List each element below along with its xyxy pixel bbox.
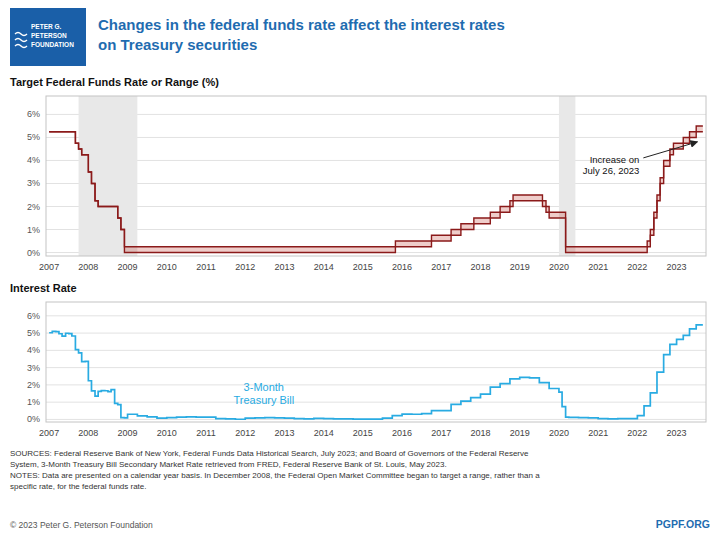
page: PETER G. PETERSON FOUNDATION Changes in the… xyxy=(0,0,720,540)
x-tick-label: 2023 xyxy=(667,262,687,272)
step-line xyxy=(49,132,703,253)
y-tick-label: 3% xyxy=(27,178,40,188)
x-tick-label: 2015 xyxy=(353,262,373,272)
x-tick-label: 2015 xyxy=(353,428,373,438)
logo-icon xyxy=(15,33,27,48)
step-line xyxy=(49,325,703,419)
series-label: 3-MonthTreasury Bill xyxy=(233,381,294,406)
logo-box xyxy=(10,8,86,66)
y-tick-label: 5% xyxy=(27,328,40,338)
y-tick-label: 6% xyxy=(27,109,40,119)
x-tick-label: 2007 xyxy=(39,428,59,438)
x-tick-label: 2019 xyxy=(510,428,530,438)
y-tick-label: 0% xyxy=(27,248,40,258)
plot-frame xyxy=(46,96,706,256)
x-tick-label: 2019 xyxy=(510,262,530,272)
grid-line xyxy=(46,384,706,385)
grid-line xyxy=(46,229,706,230)
text-line: System, 3-Month Treasury Bill Secondary … xyxy=(10,460,447,469)
grid-line xyxy=(46,183,706,184)
text-line: NOTES: Data are presented on a calendar … xyxy=(10,471,540,480)
text-line: PETER G. xyxy=(31,23,62,30)
y-tick-label: 2% xyxy=(27,202,40,212)
x-tick-label: 2013 xyxy=(274,262,294,272)
grid-line xyxy=(46,402,706,403)
annotation: Increase onJuly 26, 2023 xyxy=(583,154,640,176)
x-tick-label: 2018 xyxy=(470,262,490,272)
x-tick-label: 2012 xyxy=(235,262,255,272)
x-tick-label: 2014 xyxy=(314,428,334,438)
step-line xyxy=(49,126,703,247)
x-tick-label: 2011 xyxy=(196,262,215,272)
text-line: SOURCES: Federal Reserve Bank of New Yor… xyxy=(10,449,529,458)
x-tick-label: 2008 xyxy=(78,262,98,272)
y-tick-label: 1% xyxy=(27,397,40,407)
x-tick-label: 2014 xyxy=(314,262,334,272)
x-tick-label: 2013 xyxy=(274,428,294,438)
grid-line xyxy=(46,206,706,207)
text-line: FOUNDATION xyxy=(31,41,74,48)
x-tick-label: 2007 xyxy=(39,262,59,272)
grid-line xyxy=(46,367,706,368)
x-tick-label: 2011 xyxy=(196,428,215,438)
annotation-arrow xyxy=(643,142,697,158)
y-tick-label: 4% xyxy=(27,155,40,165)
x-tick-label: 2010 xyxy=(157,262,177,272)
x-tick-label: 2017 xyxy=(431,262,451,272)
grid-line xyxy=(46,333,706,334)
text-line: Changes in the federal funds rate affect… xyxy=(98,16,505,33)
x-tick-label: 2010 xyxy=(157,428,177,438)
y-tick-label: 1% xyxy=(27,225,40,235)
grid-line xyxy=(46,315,706,316)
x-tick-label: 2009 xyxy=(118,262,138,272)
x-tick-label: 2022 xyxy=(627,428,647,438)
logo-text: PETER G. PETERSON FOUNDATION xyxy=(31,23,74,48)
panel: Interest Rate 0% 1% 2% 3% 4% 5% 6% 2007 2008 2009 2… xyxy=(10,282,706,438)
notes: SOURCES: Federal Reserve Bank of New Yor… xyxy=(10,449,540,491)
x-tick-label: 2012 xyxy=(235,428,255,438)
x-tick-label: 2018 xyxy=(470,428,490,438)
x-tick-label: 2020 xyxy=(549,262,569,272)
panel: Target Federal Funds Rate or Range (%) 0%… xyxy=(10,76,706,272)
plot-area xyxy=(49,325,703,419)
range-band xyxy=(49,126,703,253)
x-tick-label: 2008 xyxy=(78,428,98,438)
x-tick-label: 2016 xyxy=(392,428,412,438)
text-line: Treasury Bill xyxy=(233,394,294,406)
x-tick-label: 2023 xyxy=(667,428,687,438)
text-line: Increase on xyxy=(590,154,640,165)
y-tick-label: 0% xyxy=(27,414,40,424)
site-name: PGPF.ORG xyxy=(656,518,710,530)
y-tick-label: 4% xyxy=(27,345,40,355)
grid-line xyxy=(46,114,706,115)
panel-title: Interest Rate xyxy=(10,282,77,294)
grid-line xyxy=(46,350,706,351)
x-tick-label: 2022 xyxy=(627,262,647,272)
x-tick-label: 2021 xyxy=(588,428,608,438)
grid-line xyxy=(46,137,706,138)
x-tick-label: 2017 xyxy=(431,428,451,438)
text-line: 3-Month xyxy=(244,381,284,393)
y-tick-label: 2% xyxy=(27,380,40,390)
y-tick-label: 6% xyxy=(27,311,40,321)
text-line: on Treasury securities xyxy=(98,36,257,53)
recession-shading xyxy=(79,96,138,256)
copyright: © 2023 Peter G. Peterson Foundation xyxy=(10,520,153,530)
text-line: July 26, 2023 xyxy=(583,165,640,176)
x-tick-label: 2016 xyxy=(392,262,412,272)
text-line: PETERSON xyxy=(31,32,67,39)
text-line: specific rate, for the federal funds rat… xyxy=(10,482,147,491)
recession-shading xyxy=(559,96,575,256)
panel-title: Target Federal Funds Rate or Range (%) xyxy=(10,76,219,88)
x-tick-label: 2009 xyxy=(118,428,138,438)
x-tick-label: 2021 xyxy=(588,262,608,272)
x-tick-label: 2020 xyxy=(549,428,569,438)
y-tick-label: 5% xyxy=(27,132,40,142)
title: Changes in the federal funds rate affect… xyxy=(98,16,505,53)
plot-frame xyxy=(46,302,706,422)
y-tick-label: 3% xyxy=(27,363,40,373)
plot-area xyxy=(49,96,703,256)
